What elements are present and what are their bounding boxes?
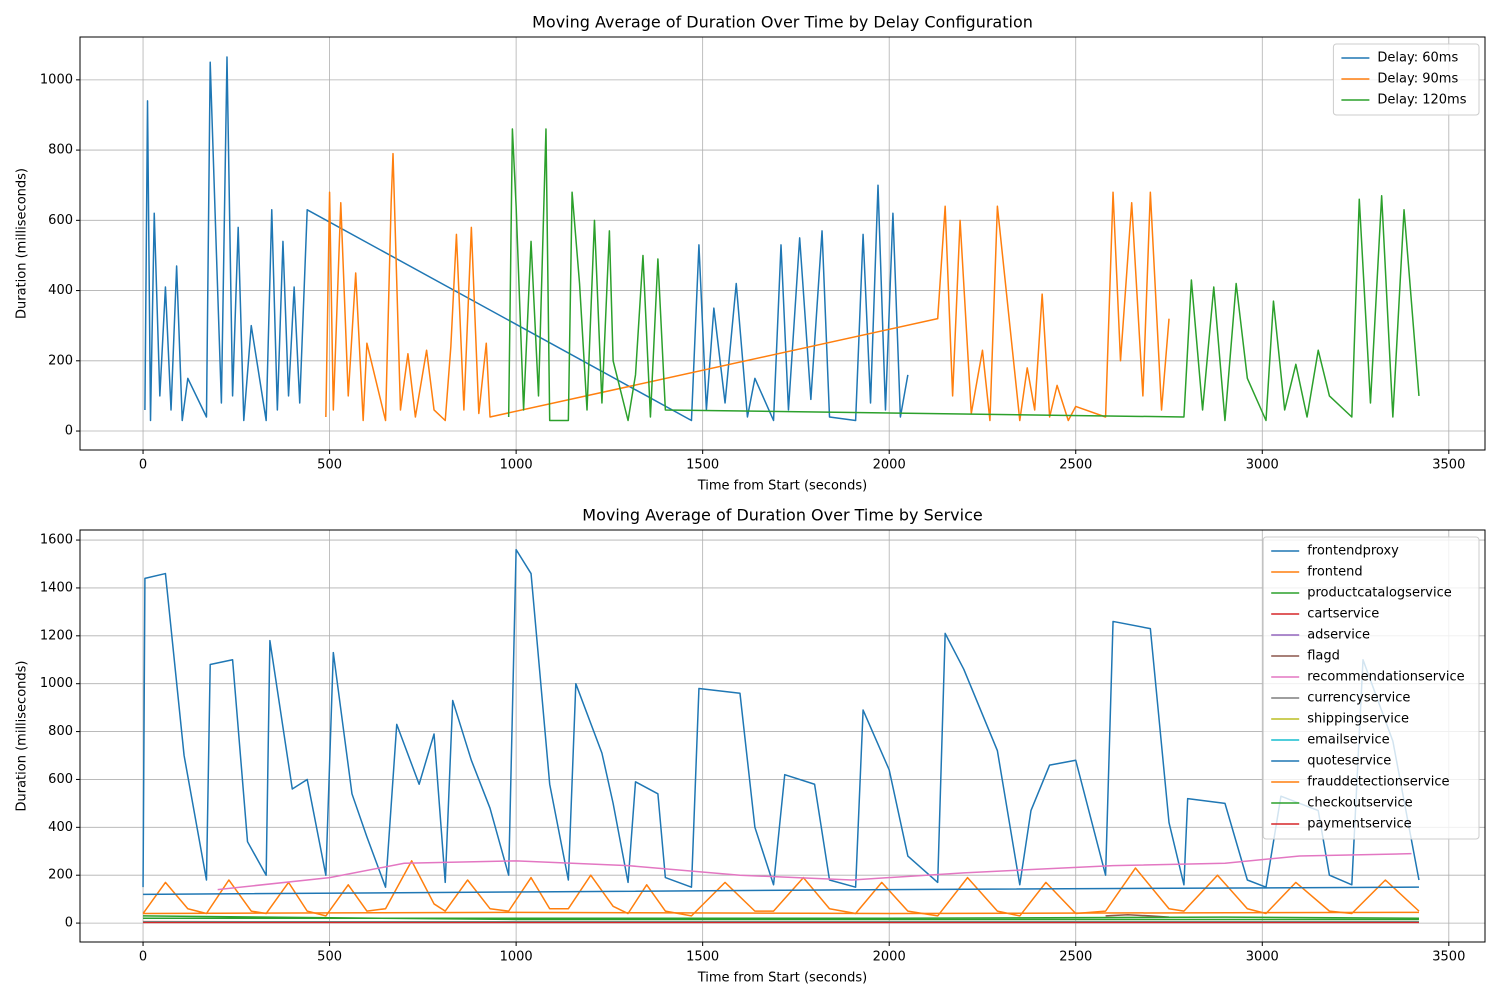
- series-line: [143, 886, 1419, 896]
- x-axis-label: Time from Start (seconds): [697, 971, 868, 986]
- x-tick-label: 2000: [873, 950, 906, 965]
- y-axis-label: Duration (milliseconds): [15, 168, 30, 319]
- y-tick-label: 800: [48, 143, 73, 158]
- series-line: [507, 128, 1420, 422]
- legend-label: frauddetectionservice: [1307, 775, 1449, 790]
- x-tick-label: 2500: [1059, 458, 1092, 473]
- x-tick-label: 1500: [686, 458, 719, 473]
- x-tick-label: 1000: [500, 950, 533, 965]
- y-tick-label: 1400: [40, 580, 73, 595]
- chart: 0 500 1000 1500 2000 2500 3000 3500 0 200 400 600 80…: [15, 506, 1486, 986]
- y-tick-label: 1000: [40, 72, 73, 87]
- x-tick-label: 2000: [873, 458, 906, 473]
- series-line: [325, 152, 1170, 422]
- legend-label: paymentservice: [1307, 817, 1411, 832]
- chart-title: Moving Average of Duration Over Time by …: [582, 506, 982, 525]
- x-tick-label: 0: [139, 458, 147, 473]
- y-tick-label: 400: [48, 283, 73, 298]
- y-tick-label: 1000: [40, 676, 73, 691]
- y-tick-label: 1200: [40, 628, 73, 643]
- legend-label: emailservice: [1307, 733, 1389, 748]
- legend-label: shippingservice: [1307, 712, 1409, 727]
- x-tick-label: 1500: [686, 950, 719, 965]
- x-tick-label: 500: [317, 950, 342, 965]
- legend-label: frontendproxy: [1307, 544, 1399, 559]
- x-tick-label: 3000: [1246, 950, 1279, 965]
- legend-label: Delay: 60ms: [1377, 51, 1458, 66]
- y-tick-label: 600: [48, 772, 73, 787]
- legend-label: currencyservice: [1307, 691, 1410, 706]
- y-tick-label: 1600: [40, 533, 73, 548]
- legend-label: cartservice: [1307, 607, 1379, 622]
- x-tick-label: 3500: [1432, 458, 1465, 473]
- legend-box: [1332, 43, 1480, 116]
- axes-frame: [79, 36, 1486, 451]
- legend-label: checkoutservice: [1307, 796, 1412, 811]
- series-line: [143, 916, 1419, 920]
- legend-label: recommendationservice: [1307, 670, 1464, 685]
- x-tick-label: 2500: [1059, 950, 1092, 965]
- x-axis-label: Time from Start (seconds): [697, 479, 868, 494]
- y-tick-label: 800: [48, 724, 73, 739]
- legend-label: flagd: [1307, 649, 1340, 664]
- legend-label: Delay: 90ms: [1377, 72, 1458, 87]
- axes-frame: [79, 529, 1486, 943]
- x-tick-label: 3500: [1432, 950, 1465, 965]
- y-axis-label: Duration (milliseconds): [15, 661, 30, 812]
- legend-label: Delay: 120ms: [1377, 93, 1466, 108]
- x-tick-label: 1000: [500, 458, 533, 473]
- y-tick-label: 200: [48, 868, 73, 883]
- x-tick-label: 3000: [1246, 458, 1279, 473]
- chart-title: Moving Average of Duration Over Time by …: [532, 13, 1033, 32]
- legend-label: frontend: [1307, 565, 1362, 580]
- y-tick-label: 200: [48, 353, 73, 368]
- legend-label: quoteservice: [1307, 754, 1391, 769]
- series-line: [1105, 913, 1170, 918]
- y-tick-label: 0: [65, 916, 73, 931]
- series-line: [144, 56, 909, 422]
- legend-label: adservice: [1307, 628, 1370, 643]
- series-line: [143, 911, 1419, 915]
- x-tick-label: 500: [317, 458, 342, 473]
- plot-area: [144, 56, 1420, 422]
- y-tick-label: 600: [48, 213, 73, 228]
- y-tick-label: 400: [48, 820, 73, 835]
- series-line: [142, 548, 1420, 888]
- series-line: [217, 852, 1412, 891]
- x-tick-label: 0: [139, 950, 147, 965]
- plot-area: [142, 548, 1420, 924]
- legend-label: productcatalogservice: [1307, 586, 1452, 601]
- chart: 0 500 1000 1500 2000 2500 3000 3500 0 200 400 600 80…: [15, 13, 1486, 494]
- y-tick-label: 0: [65, 424, 73, 439]
- legend-box: [1262, 536, 1480, 840]
